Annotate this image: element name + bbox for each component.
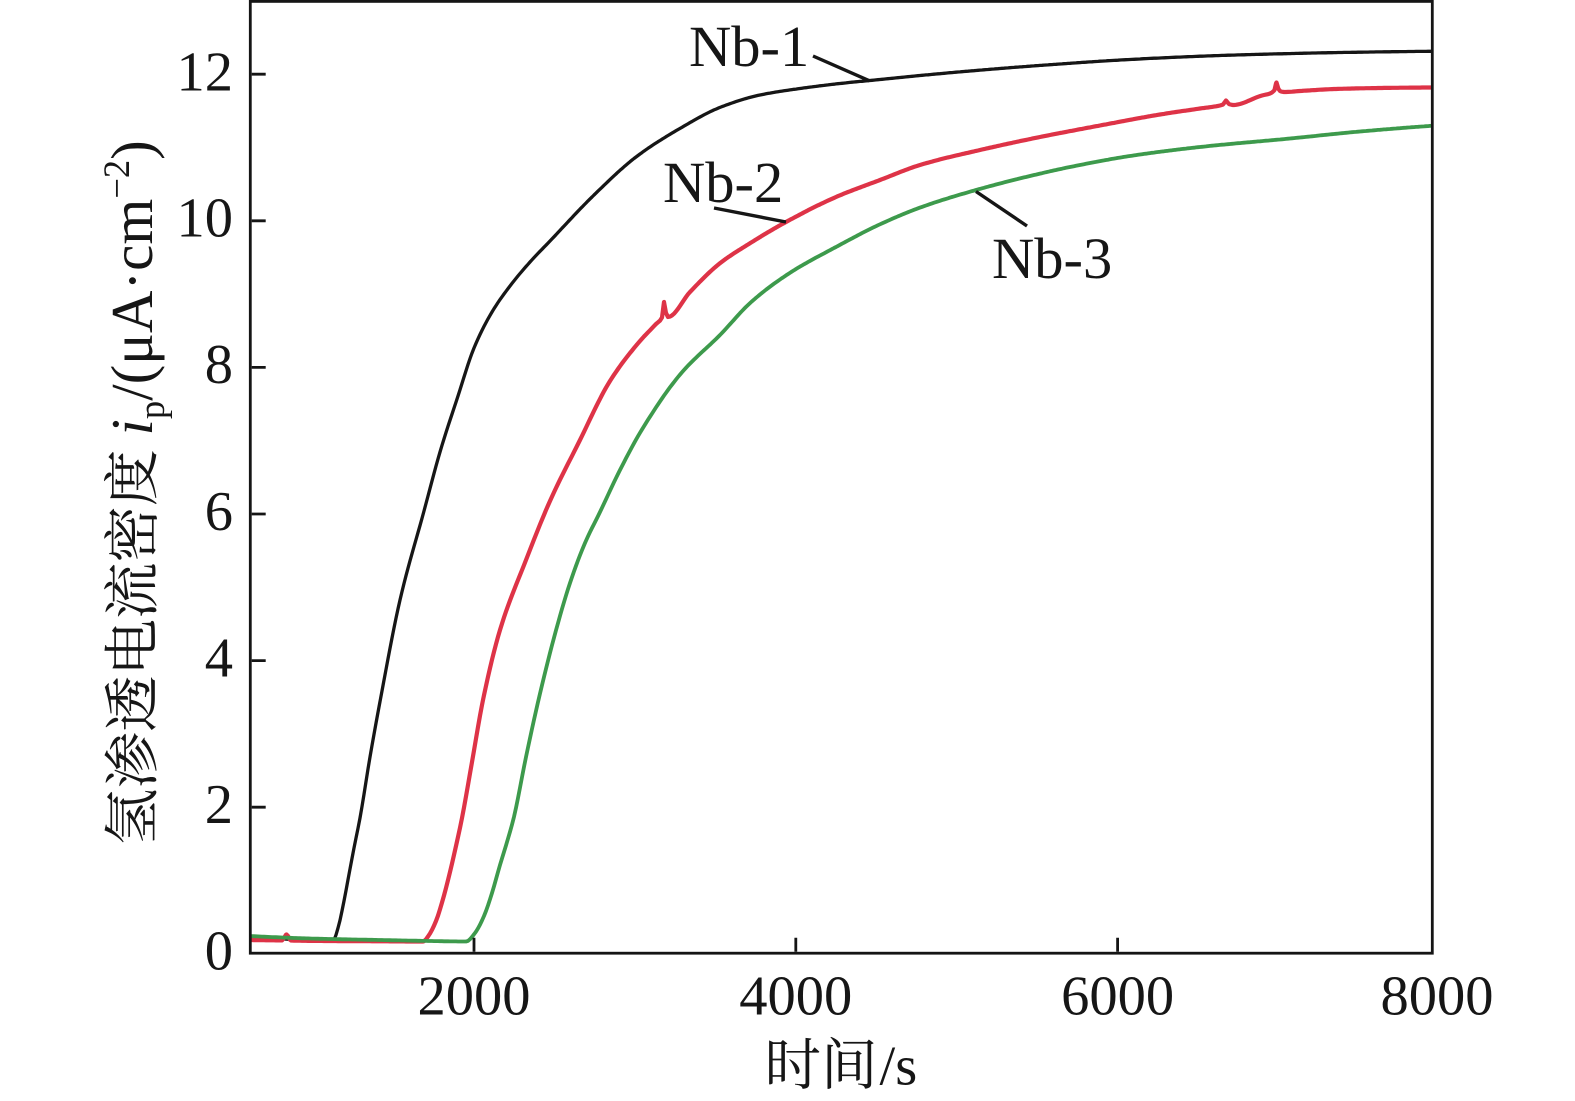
svg-text:4000: 4000	[739, 966, 852, 1028]
svg-text:12: 12	[177, 42, 234, 104]
svg-text:Nb-1: Nb-1	[689, 14, 809, 79]
svg-text:/s: /s	[880, 1036, 918, 1098]
svg-text:8000: 8000	[1381, 966, 1494, 1028]
svg-text:Nb-2: Nb-2	[663, 150, 783, 215]
svg-text:6: 6	[205, 481, 233, 543]
svg-text:2: 2	[205, 774, 233, 836]
svg-text:2000: 2000	[418, 966, 531, 1028]
svg-text:ip/(μA·cm−2): ip/(μA·cm−2)	[96, 140, 172, 435]
svg-text:4: 4	[205, 628, 233, 690]
svg-text:0: 0	[205, 921, 233, 983]
svg-text:Nb-3: Nb-3	[992, 226, 1112, 291]
svg-text:10: 10	[177, 188, 234, 250]
svg-text:6000: 6000	[1061, 966, 1174, 1028]
svg-text:8: 8	[205, 334, 233, 396]
